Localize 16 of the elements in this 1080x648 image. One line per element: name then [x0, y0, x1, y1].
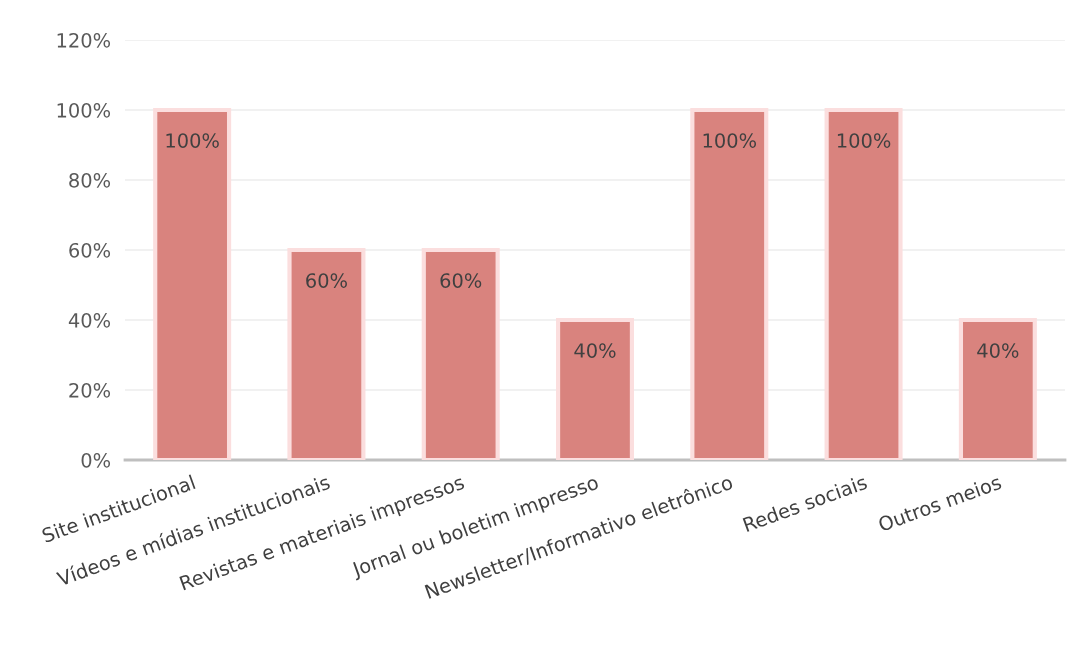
x-tick-label: Outros meios	[877, 474, 1003, 532]
y-tick-label: 100%	[57, 102, 111, 118]
x-tick-label: Redes sociais	[742, 474, 868, 533]
data-label: 100%	[703, 133, 757, 148]
data-label: 60%	[306, 273, 347, 288]
y-tick-label: 0%	[81, 452, 111, 468]
y-tick-label: 120%	[57, 32, 111, 48]
data-label: 100%	[837, 133, 891, 148]
y-tick-label: 80%	[69, 172, 111, 188]
data-label: 100%	[166, 133, 219, 148]
data-label: 60%	[440, 273, 482, 288]
data-label: 40%	[574, 343, 616, 358]
y-tick-label: 60%	[69, 242, 111, 258]
data-label: 40%	[977, 343, 1019, 358]
y-tick-label: 40%	[68, 312, 111, 328]
y-tick-label: 20%	[69, 382, 111, 398]
